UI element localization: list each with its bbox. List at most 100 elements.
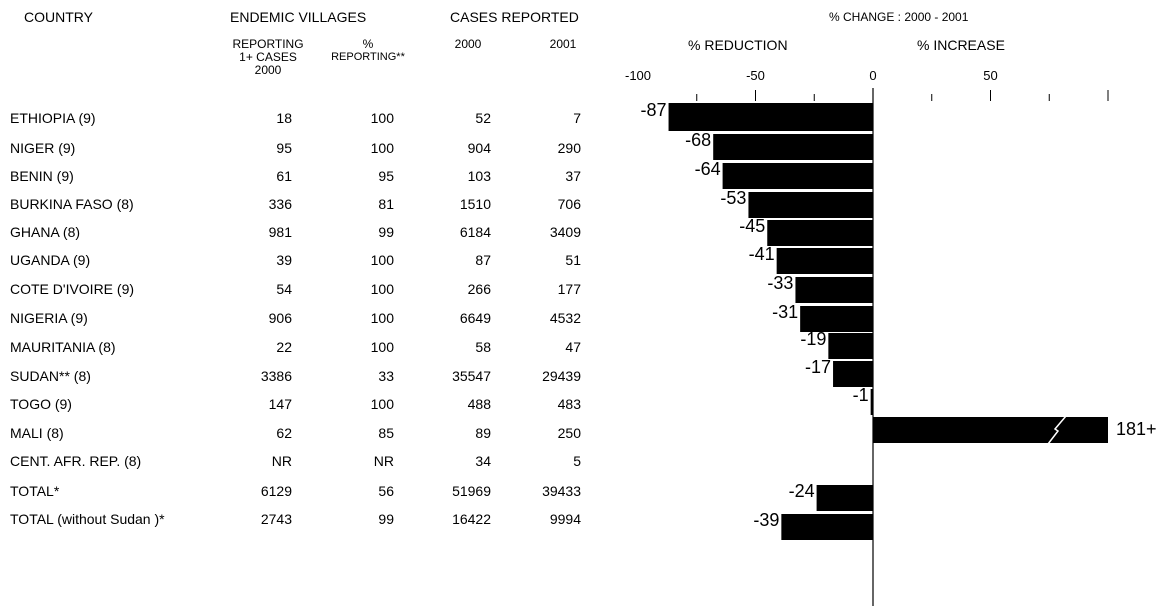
- reporting-cell: 62: [276, 425, 292, 441]
- reporting-cell: 336: [268, 196, 292, 212]
- table-row: BENIN (9) 61 95 103 37: [0, 168, 1170, 188]
- pct-increase-header: % INCREASE: [917, 37, 1005, 53]
- pct-change-header: % CHANGE : 2000 - 2001: [829, 10, 969, 24]
- reporting-cell: 22: [276, 339, 292, 355]
- cases-2001-cell: 51: [565, 252, 581, 268]
- reporting-cell: 54: [276, 281, 292, 297]
- table-row: GHANA (8) 981 99 6184 3409: [0, 224, 1170, 244]
- data-label: -45: [739, 216, 765, 236]
- table-row: NIGER (9) 95 100 904 290: [0, 140, 1170, 160]
- data-label: -39: [753, 510, 779, 530]
- reporting-header-line2: 1+ CASES: [239, 50, 297, 64]
- country-header: COUNTRY: [24, 9, 93, 25]
- axis-break-mark: [1047, 415, 1067, 445]
- bar: [870, 389, 873, 415]
- country-cell: TOTAL*: [10, 483, 60, 499]
- pct-reporting-cell: 100: [370, 140, 394, 156]
- cases-2000-cell: 6184: [459, 224, 491, 240]
- data-label: -33: [767, 273, 793, 293]
- bar: [873, 417, 1108, 443]
- cases-reported-header: CASES REPORTED: [450, 9, 579, 25]
- country-cell: NIGER (9): [10, 140, 76, 156]
- tick-label: -50: [746, 68, 765, 83]
- table-row: UGANDA (9) 39 100 87 51: [0, 252, 1170, 272]
- country-cell: COTE D'IVOIRE (9): [10, 281, 135, 297]
- table-row: BURKINA FASO (8) 336 81 1510 706: [0, 196, 1170, 216]
- bar: [795, 277, 873, 303]
- data-label: -1: [853, 385, 869, 405]
- table-row: MALI (8) 62 85 89 250: [0, 425, 1170, 445]
- pct-reporting-cell: 100: [370, 396, 394, 412]
- cases-2000-cell: 16422: [452, 511, 491, 527]
- cases-2000-cell: 35547: [452, 368, 491, 384]
- table-row: ETHIOPIA (9) 18 100 52 7: [0, 110, 1170, 130]
- year-2001-header: 2001: [549, 37, 577, 51]
- bar: [668, 103, 873, 131]
- cases-2001-cell: 290: [557, 140, 581, 156]
- table-row: TOGO (9) 147 100 488 483: [0, 396, 1170, 416]
- data-label: -41: [749, 244, 775, 264]
- cases-2000-cell: 488: [467, 396, 491, 412]
- reporting-cell: 18: [276, 110, 292, 126]
- cases-2000-cell: 87: [475, 252, 491, 268]
- data-label: -24: [789, 481, 815, 501]
- cases-2000-cell: 52: [475, 110, 491, 126]
- pct-reporting-header-line1: %: [362, 37, 374, 51]
- pct-reporting-cell: 81: [378, 196, 394, 212]
- country-cell: SUDAN** (8): [10, 368, 91, 384]
- data-label: 181+: [1116, 419, 1157, 439]
- bar: [713, 134, 873, 160]
- pct-reporting-cell: 99: [378, 511, 394, 527]
- reporting-cell: 2743: [260, 511, 292, 527]
- bar: [767, 220, 873, 246]
- country-cell: BENIN (9): [10, 168, 74, 184]
- table-row: SUDAN** (8) 3386 33 35547 29439: [0, 368, 1170, 388]
- cases-2001-cell: 39433: [542, 483, 581, 499]
- pct-reporting-cell: 100: [370, 339, 394, 355]
- reporting-cell: 6129: [260, 483, 292, 499]
- cases-2000-cell: 6649: [459, 310, 491, 326]
- pct-reporting-header-line2: REPORTING**: [331, 51, 405, 63]
- pct-reporting-cell: 100: [370, 252, 394, 268]
- bar: [816, 485, 873, 511]
- pct-reporting-cell: 33: [378, 368, 394, 384]
- cases-2000-cell: 51969: [452, 483, 491, 499]
- reporting-header-line1: REPORTING: [232, 37, 304, 51]
- bar: [776, 248, 873, 274]
- country-cell: ETHIOPIA (9): [10, 110, 96, 126]
- data-label: -31: [772, 302, 798, 322]
- reporting-cell: 95: [276, 140, 292, 156]
- reporting-cell: 906: [268, 310, 292, 326]
- reporting-cell: 61: [276, 168, 292, 184]
- country-cell: BURKINA FASO (8): [10, 196, 134, 212]
- cases-2000-cell: 1510: [459, 196, 491, 212]
- cases-2001-cell: 37: [565, 168, 581, 184]
- cases-2000-cell: 58: [475, 339, 491, 355]
- cases-2000-cell: 266: [467, 281, 491, 297]
- cases-2001-cell: 3409: [549, 224, 581, 240]
- bar: [722, 163, 873, 189]
- cases-2000-cell: 904: [467, 140, 491, 156]
- reporting-header-line3: 2000: [254, 63, 282, 77]
- pct-reporting-cell: 99: [378, 224, 394, 240]
- cases-2001-cell: 9994: [549, 511, 581, 527]
- bar: [833, 361, 873, 387]
- cases-2000-cell: 103: [467, 168, 491, 184]
- table-row: NIGERIA (9) 906 100 6649 4532: [0, 310, 1170, 330]
- cases-2001-cell: 7: [573, 110, 581, 126]
- reporting-cell: NR: [271, 453, 292, 469]
- cases-2001-cell: 706: [557, 196, 581, 212]
- cases-2000-cell: 34: [475, 453, 491, 469]
- pct-reporting-cell: 100: [370, 281, 394, 297]
- cases-2001-cell: 5: [573, 453, 581, 469]
- reporting-cell: 981: [268, 224, 292, 240]
- cases-2001-cell: 250: [557, 425, 581, 441]
- cases-2001-cell: 483: [557, 396, 581, 412]
- country-cell: TOTAL (without Sudan )*: [10, 511, 165, 527]
- bar: [800, 306, 873, 332]
- pct-reporting-cell: NR: [373, 453, 394, 469]
- country-cell: MAURITANIA (8): [10, 339, 116, 355]
- reporting-cell: 147: [268, 396, 292, 412]
- tick-label: 0: [869, 68, 876, 83]
